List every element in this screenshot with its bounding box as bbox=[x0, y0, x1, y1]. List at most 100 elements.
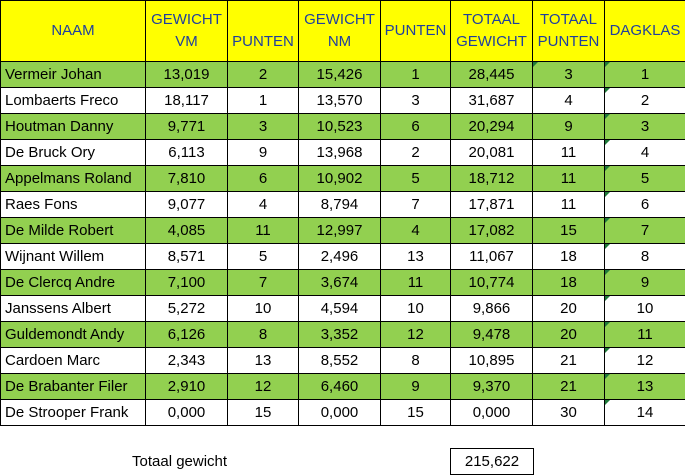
cell-gewicht-nm[interactable]: 0,000 bbox=[298, 399, 381, 426]
cell-punten-vm[interactable]: 12 bbox=[227, 373, 299, 400]
cell-punten-nm[interactable]: 6 bbox=[380, 113, 451, 140]
cell-totaal-punten[interactable]: 21 bbox=[532, 347, 605, 374]
cell-punten-vm[interactable]: 7 bbox=[227, 269, 299, 296]
cell-punten-nm[interactable]: 2 bbox=[380, 139, 451, 166]
header-gewicht-nm[interactable]: GEWICHT NM bbox=[298, 0, 381, 62]
cell-dagklas[interactable]: 12 bbox=[604, 347, 685, 374]
cell-dagklas[interactable]: 5 bbox=[604, 165, 685, 192]
cell-totaal-punten[interactable]: 11 bbox=[532, 139, 605, 166]
cell-punten-nm[interactable]: 5 bbox=[380, 165, 451, 192]
cell-naam[interactable]: De Strooper Frank bbox=[0, 399, 146, 426]
cell-punten-vm[interactable]: 10 bbox=[227, 295, 299, 322]
cell-punten-nm[interactable]: 1 bbox=[380, 61, 451, 88]
cell-totaal-punten[interactable]: 20 bbox=[532, 295, 605, 322]
header-naam[interactable]: NAAM bbox=[0, 0, 146, 62]
cell-totaal-gewicht[interactable]: 11,067 bbox=[450, 243, 533, 270]
cell-punten-nm[interactable]: 8 bbox=[380, 347, 451, 374]
cell-punten-nm[interactable]: 10 bbox=[380, 295, 451, 322]
cell-naam[interactable]: Guldemondt Andy bbox=[0, 321, 146, 348]
cell-totaal-gewicht[interactable]: 28,445 bbox=[450, 61, 533, 88]
cell-totaal-gewicht[interactable]: 20,081 bbox=[450, 139, 533, 166]
cell-gewicht-nm[interactable]: 13,570 bbox=[298, 87, 381, 114]
cell-naam[interactable]: De Clercq Andre bbox=[0, 269, 146, 296]
cell-gewicht-nm[interactable]: 8,552 bbox=[298, 347, 381, 374]
cell-gewicht-vm[interactable]: 8,571 bbox=[145, 243, 228, 270]
cell-naam[interactable]: Raes Fons bbox=[0, 191, 146, 218]
cell-gewicht-nm[interactable]: 15,426 bbox=[298, 61, 381, 88]
cell-totaal-gewicht[interactable]: 20,294 bbox=[450, 113, 533, 140]
cell-gewicht-nm[interactable]: 3,352 bbox=[298, 321, 381, 348]
cell-totaal-punten[interactable]: 4 bbox=[532, 87, 605, 114]
cell-gewicht-vm[interactable]: 18,117 bbox=[145, 87, 228, 114]
cell-gewicht-nm[interactable]: 8,794 bbox=[298, 191, 381, 218]
cell-gewicht-nm[interactable]: 3,674 bbox=[298, 269, 381, 296]
cell-totaal-punten[interactable]: 30 bbox=[532, 399, 605, 426]
cell-dagklas[interactable]: 7 bbox=[604, 217, 685, 244]
cell-gewicht-vm[interactable]: 9,077 bbox=[145, 191, 228, 218]
cell-gewicht-nm[interactable]: 10,902 bbox=[298, 165, 381, 192]
header-dagklas[interactable]: DAGKLAS bbox=[604, 0, 685, 62]
cell-totaal-punten[interactable]: 20 bbox=[532, 321, 605, 348]
cell-punten-vm[interactable]: 8 bbox=[227, 321, 299, 348]
cell-totaal-punten[interactable]: 18 bbox=[532, 269, 605, 296]
cell-dagklas[interactable]: 14 bbox=[604, 399, 685, 426]
cell-punten-vm[interactable]: 13 bbox=[227, 347, 299, 374]
cell-gewicht-vm[interactable]: 6,113 bbox=[145, 139, 228, 166]
cell-dagklas[interactable]: 6 bbox=[604, 191, 685, 218]
cell-dagklas[interactable]: 1 bbox=[604, 61, 685, 88]
cell-naam[interactable]: Appelmans Roland bbox=[0, 165, 146, 192]
cell-gewicht-nm[interactable]: 2,496 bbox=[298, 243, 381, 270]
cell-totaal-gewicht[interactable]: 17,082 bbox=[450, 217, 533, 244]
cell-punten-vm[interactable]: 4 bbox=[227, 191, 299, 218]
cell-gewicht-vm[interactable]: 2,910 bbox=[145, 373, 228, 400]
cell-dagklas[interactable]: 8 bbox=[604, 243, 685, 270]
cell-naam[interactable]: De Brabanter Filer bbox=[0, 373, 146, 400]
cell-gewicht-vm[interactable]: 7,810 bbox=[145, 165, 228, 192]
cell-naam[interactable]: Lombaerts Freco bbox=[0, 87, 146, 114]
cell-gewicht-vm[interactable]: 7,100 bbox=[145, 269, 228, 296]
cell-naam[interactable]: Janssens Albert bbox=[0, 295, 146, 322]
cell-naam[interactable]: Houtman Danny bbox=[0, 113, 146, 140]
header-punten-nm[interactable]: PUNTEN bbox=[380, 0, 451, 62]
cell-punten-nm[interactable]: 13 bbox=[380, 243, 451, 270]
cell-punten-nm[interactable]: 4 bbox=[380, 217, 451, 244]
cell-punten-vm[interactable]: 5 bbox=[227, 243, 299, 270]
cell-dagklas[interactable]: 9 bbox=[604, 269, 685, 296]
header-totaal-gewicht[interactable]: TOTAAL GEWICHT bbox=[450, 0, 533, 62]
cell-gewicht-vm[interactable]: 6,126 bbox=[145, 321, 228, 348]
cell-punten-vm[interactable]: 6 bbox=[227, 165, 299, 192]
cell-dagklas[interactable]: 3 bbox=[604, 113, 685, 140]
cell-gewicht-vm[interactable]: 2,343 bbox=[145, 347, 228, 374]
cell-totaal-punten[interactable]: 18 bbox=[532, 243, 605, 270]
cell-punten-nm[interactable]: 11 bbox=[380, 269, 451, 296]
cell-totaal-gewicht[interactable]: 10,774 bbox=[450, 269, 533, 296]
cell-naam[interactable]: Cardoen Marc bbox=[0, 347, 146, 374]
cell-gewicht-nm[interactable]: 10,523 bbox=[298, 113, 381, 140]
cell-totaal-punten[interactable]: 15 bbox=[532, 217, 605, 244]
cell-gewicht-vm[interactable]: 5,272 bbox=[145, 295, 228, 322]
cell-gewicht-nm[interactable]: 13,968 bbox=[298, 139, 381, 166]
cell-punten-nm[interactable]: 15 bbox=[380, 399, 451, 426]
cell-totaal-gewicht[interactable]: 10,895 bbox=[450, 347, 533, 374]
cell-punten-vm[interactable]: 11 bbox=[227, 217, 299, 244]
cell-punten-vm[interactable]: 15 bbox=[227, 399, 299, 426]
cell-dagklas[interactable]: 11 bbox=[604, 321, 685, 348]
cell-totaal-gewicht[interactable]: 9,370 bbox=[450, 373, 533, 400]
header-gewicht-vm[interactable]: GEWICHT VM bbox=[145, 0, 228, 62]
cell-gewicht-vm[interactable]: 13,019 bbox=[145, 61, 228, 88]
cell-gewicht-nm[interactable]: 12,997 bbox=[298, 217, 381, 244]
cell-naam[interactable]: De Bruck Ory bbox=[0, 139, 146, 166]
cell-punten-nm[interactable]: 3 bbox=[380, 87, 451, 114]
cell-dagklas[interactable]: 4 bbox=[604, 139, 685, 166]
cell-punten-nm[interactable]: 9 bbox=[380, 373, 451, 400]
cell-gewicht-nm[interactable]: 4,594 bbox=[298, 295, 381, 322]
cell-totaal-punten[interactable]: 3 bbox=[532, 61, 605, 88]
cell-gewicht-vm[interactable]: 4,085 bbox=[145, 217, 228, 244]
cell-totaal-gewicht[interactable]: 18,712 bbox=[450, 165, 533, 192]
cell-gewicht-vm[interactable]: 0,000 bbox=[145, 399, 228, 426]
cell-totaal-gewicht[interactable]: 17,871 bbox=[450, 191, 533, 218]
cell-totaal-gewicht[interactable]: 9,866 bbox=[450, 295, 533, 322]
cell-totaal-punten[interactable]: 9 bbox=[532, 113, 605, 140]
cell-punten-vm[interactable]: 1 bbox=[227, 87, 299, 114]
cell-naam[interactable]: De Milde Robert bbox=[0, 217, 146, 244]
